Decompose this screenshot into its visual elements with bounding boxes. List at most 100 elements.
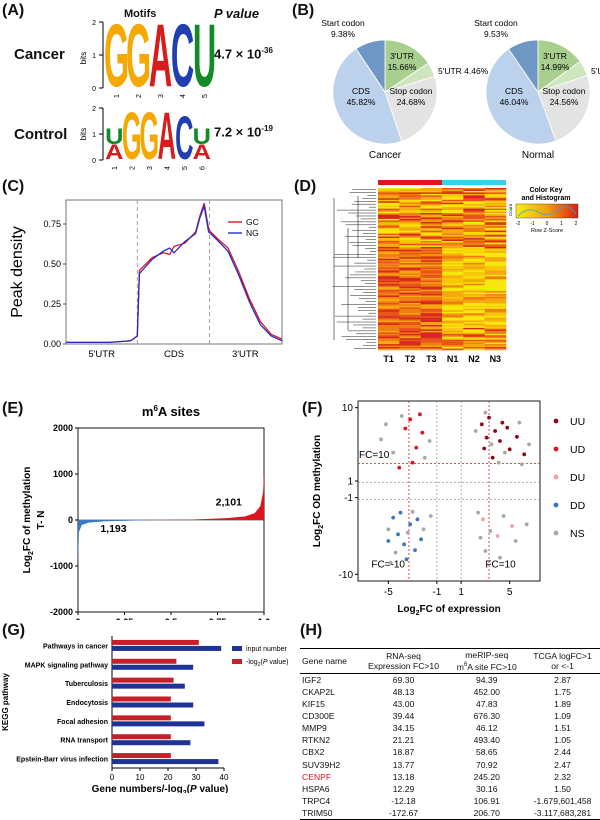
pie-slice-start-codon [508, 39, 539, 94]
scatter-point-dd [413, 548, 417, 553]
svg-text:2: 2 [92, 106, 96, 113]
scatter-point-ns [478, 535, 483, 540]
svg-text:1: 1 [92, 132, 96, 139]
chart-g-bar-logp-1 [112, 658, 177, 664]
table-row: TRPC4 -12.18 106.91 -1.679,601,458 [300, 795, 600, 807]
cell-gene-name: SUV39H2 [302, 759, 341, 770]
scatter-point-dd [386, 539, 391, 543]
pie-slice---utr [384, 39, 429, 93]
pie-label-stop-codon: Stop codon [542, 86, 585, 96]
chart-f-legend-dot-du [553, 474, 559, 480]
col-merip-seq-line1: meRIP-seq [465, 650, 509, 660]
cell-tcga: 1.75 [554, 686, 571, 697]
scatter-point-ns [502, 450, 507, 455]
color-key-tick-1: -1 [530, 221, 535, 227]
scatter-point-dd [396, 532, 400, 537]
chart-f-ytick-1: 1 [347, 477, 353, 488]
logo-cancer-letter-5: U [193, 6, 216, 106]
panel-label-d: (D) [294, 178, 317, 195]
table-row: KIF15 43.00 47.83 1.89 [300, 698, 600, 710]
chart-g-category-0: Pathways in cancer [43, 643, 108, 650]
scatter-point-uu [490, 455, 495, 460]
chart-e-title: m6A sites [142, 404, 200, 419]
cell-gene-name: MMP9 [302, 723, 327, 734]
chart-e-xtick-4: 1.0 [258, 617, 271, 620]
heatmap-sample-t3: T3 [426, 354, 437, 364]
chart-f-xtick-3: 5 [507, 587, 513, 598]
chart-c-legend-label-0: GC [246, 217, 259, 227]
scatter-point-dd [419, 537, 423, 542]
panel-c-peak-density: Peak density 0.00 0.25 0.50 0.75 5'UTR CDS 3'UT… [9, 199, 283, 360]
logo-control-letter-1-bottom: A [105, 140, 124, 163]
table-row: TRIM50 -172.67 206.70 -3.117,683,281 [300, 806, 600, 820]
cell-gene-name: CENPF [302, 771, 332, 782]
cell-rna-seq: 34.15 [392, 723, 415, 734]
chart-g-ylabel: KEGG pathway [1, 673, 10, 731]
chart-f-ytick-0: 10 [342, 403, 354, 414]
scatter-point-uu [484, 435, 489, 440]
heatmap-sample-t2: T2 [405, 354, 416, 364]
chart-e-xtick-0: 0 [75, 617, 80, 620]
table-row: HSPA6 12.29 30.16 1.50 [300, 783, 600, 795]
logo-control-letter-1-top: U [105, 124, 123, 149]
logo-cancer-pos-5: 5 [202, 94, 209, 98]
chart-e-xtick-2: 0.5 [165, 617, 178, 620]
scatter-point-ns [489, 442, 494, 447]
cell-gene-name: CBX2 [302, 747, 325, 758]
cell-tcga: 2.32 [554, 771, 571, 782]
chart-g-bar-input-5 [112, 740, 191, 746]
logo-control-letter-4: A [158, 98, 176, 173]
scatter-point-ns [393, 550, 398, 555]
chart-f-legend-dot-ud [553, 446, 559, 452]
pie-label-start-codon: Start codon [321, 18, 365, 28]
pie-caption-normal: Normal [522, 150, 554, 161]
logo-control-pos-1: 1 [112, 166, 119, 170]
pie-value-stop-codon: 24.68% [397, 97, 426, 107]
chart-g-xtick-0: 0 [110, 773, 115, 782]
pie-value-start-codon: 9.38% [331, 29, 356, 39]
chart-c-legend-label-1: NG [246, 228, 259, 238]
table-row: CD300E 39.44 676.30 1.09 [300, 710, 600, 722]
col-gene-name: Gene name [300, 648, 359, 674]
cell-merip-seq: 245.20 [473, 771, 500, 782]
chart-g-xtick-2: 20 [164, 773, 173, 782]
logo-control-pos-3: 3 [147, 166, 154, 170]
scatter-point-du [510, 524, 514, 528]
chart-g-bar-input-1 [112, 664, 194, 670]
scatter-point-ns [483, 549, 488, 553]
logo-cancer-letters: G1 G2 A3 C4 U5 [104, 6, 216, 106]
pie-slice---utr [537, 39, 581, 93]
cell-merip-seq: 106.91 [473, 795, 500, 806]
pie-label-start-codon: Start codon [474, 18, 518, 28]
chart-g-legend-label-1: -log2(P value) [246, 659, 289, 668]
chart-e-xtick-3: 0.75 [209, 617, 227, 620]
control-pvalue-base: 7.2 × 10 [214, 124, 262, 140]
logo-control-letter-5: C [175, 104, 193, 172]
color-key-tick-3: 1 [560, 221, 563, 227]
scatter-point-ud [397, 465, 402, 470]
pie-value-3utr: 14.99% [541, 62, 570, 72]
chart-g-category-6: Epstein-Barr virus infection [16, 757, 108, 764]
cell-merip-seq: 676.30 [473, 711, 500, 722]
color-key-tick-0: -2 [516, 221, 521, 227]
svg-text:1: 1 [92, 53, 96, 60]
logo-control-letter-6-bottom: A [193, 140, 212, 163]
pie-slice-cds [332, 48, 403, 145]
panel-a-motifs: Motifs P value Cancer 4.7 × 10-36 Contro… [0, 0, 290, 175]
scatter-point-ns [384, 422, 388, 427]
chart-g-category-5: RNA transport [60, 738, 108, 745]
pie-label-5utr: 5'UTR 4.87% [591, 66, 600, 76]
scatter-point-dd [398, 510, 403, 515]
pie-label-3utr: 3'UTR [543, 51, 567, 61]
chart-e-up-bars [145, 471, 264, 520]
scatter-point-dd [391, 515, 396, 520]
cell-rna-seq: -172.67 [358, 806, 449, 820]
cell-merip-seq: 47.83 [475, 699, 498, 710]
panel-label-e: (E) [2, 400, 24, 417]
svg-text:0: 0 [92, 86, 96, 93]
chart-c-xregion-0: 5'UTR [88, 349, 115, 360]
scatter-point-ns [405, 530, 410, 535]
control-row-label: Control [14, 126, 68, 143]
scatter-point-ud [420, 430, 425, 435]
pie-label-5utr: 5'UTR 4.46% [438, 66, 489, 76]
